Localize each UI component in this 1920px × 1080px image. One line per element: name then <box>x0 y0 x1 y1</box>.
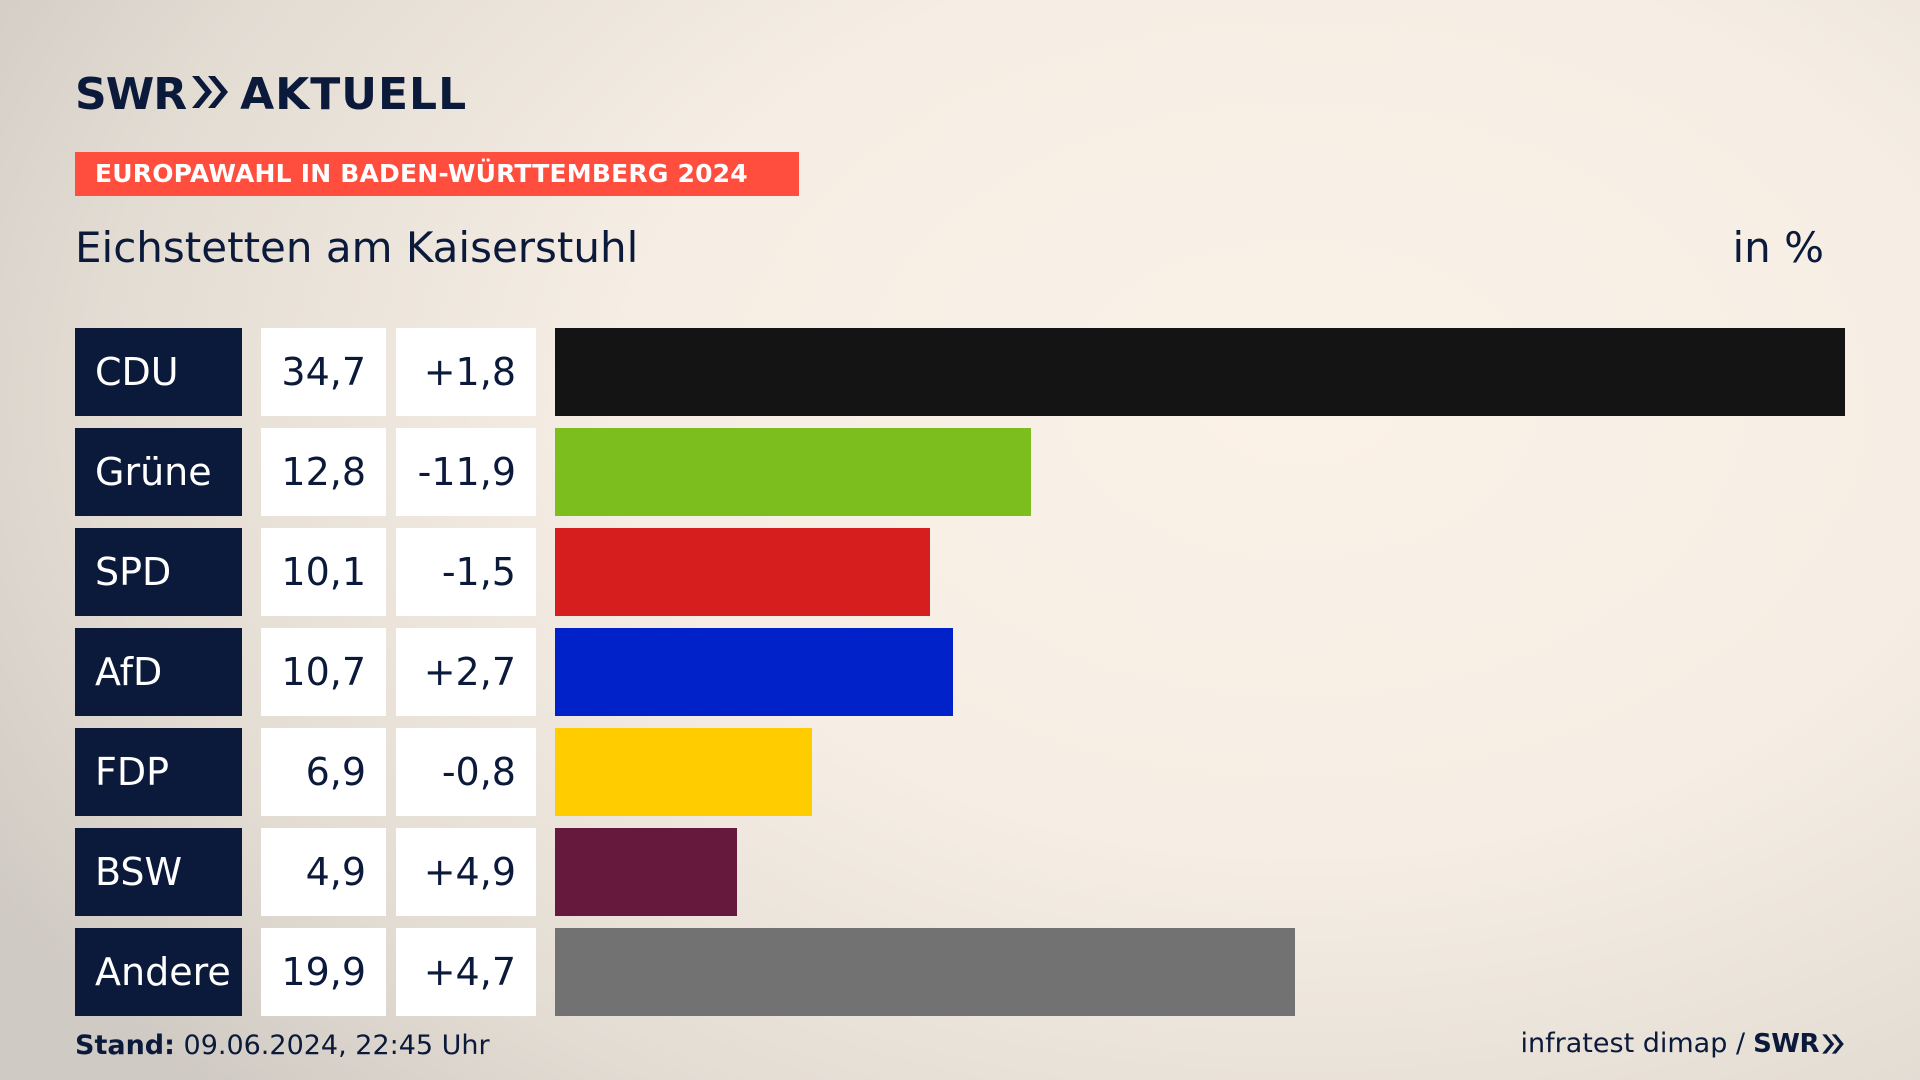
bar-afd <box>555 628 953 716</box>
footer-swr-logo: SWR <box>1753 1028 1819 1059</box>
result-row: Andere 19,9 +4,7 <box>75 928 1845 1016</box>
party-label: BSW <box>75 828 242 916</box>
bar-track <box>555 328 1845 416</box>
bar-cdu <box>555 328 1845 416</box>
party-label: Andere <box>75 928 242 1016</box>
stand-label: Stand: <box>75 1030 175 1061</box>
vote-change-value: -11,9 <box>396 428 536 516</box>
place-title: Eichstetten am Kaiserstuhl <box>75 223 639 272</box>
result-row: BSW 4,9 +4,9 <box>75 828 1845 916</box>
result-row: Grüne 12,8 -11,9 <box>75 428 1845 516</box>
vote-share-value: 10,7 <box>261 628 386 716</box>
bar-track <box>555 528 1845 616</box>
result-row: AfD 10,7 +2,7 <box>75 628 1845 716</box>
party-label: SPD <box>75 528 242 616</box>
unit-label: in % <box>1732 223 1824 272</box>
party-label: FDP <box>75 728 242 816</box>
vote-share-value: 10,1 <box>261 528 386 616</box>
party-label: Grüne <box>75 428 242 516</box>
bar-fdp <box>555 728 812 816</box>
logo-aktuell-text: AKTUELL <box>240 68 468 120</box>
stand-value: 09.06.2024, 22:45 Uhr <box>183 1030 490 1061</box>
vote-change-value: +4,9 <box>396 828 536 916</box>
bar-spd <box>555 528 930 616</box>
vote-share-value: 19,9 <box>261 928 386 1016</box>
vote-change-value: -1,5 <box>396 528 536 616</box>
result-row: CDU 34,7 +1,8 <box>75 328 1845 416</box>
bar-track <box>555 428 1845 516</box>
vote-change-value: +2,7 <box>396 628 536 716</box>
footer-chevron-icon <box>1822 1033 1844 1054</box>
party-label: CDU <box>75 328 242 416</box>
swr-aktuell-logo: SWR AKTUELL <box>75 68 468 120</box>
bar-track <box>555 628 1845 716</box>
logo-swr-text: SWR <box>75 68 187 120</box>
source-credit: infratest dimap / SWR <box>1521 1028 1845 1059</box>
vote-change-value: +4,7 <box>396 928 536 1016</box>
bar-andere <box>555 928 1295 1016</box>
source-text: infratest dimap / <box>1520 1028 1746 1059</box>
result-row: SPD 10,1 -1,5 <box>75 528 1845 616</box>
bar-bsw <box>555 828 737 916</box>
bar-track <box>555 928 1845 1016</box>
vote-share-value: 34,7 <box>261 328 386 416</box>
election-banner: EUROPAWAHL IN BADEN-WÜRTTEMBERG 2024 <box>75 152 799 196</box>
vote-share-value: 12,8 <box>261 428 386 516</box>
results-chart: CDU 34,7 +1,8 Grüne 12,8 -11,9 SPD 10,1 -1,5 AfD 1… <box>75 328 1845 1028</box>
bar-grüne <box>555 428 1031 516</box>
vote-share-value: 4,9 <box>261 828 386 916</box>
bar-track <box>555 728 1845 816</box>
result-row: FDP 6,9 -0,8 <box>75 728 1845 816</box>
vote-change-value: -0,8 <box>396 728 536 816</box>
vote-share-value: 6,9 <box>261 728 386 816</box>
vote-change-value: +1,8 <box>396 328 536 416</box>
party-label: AfD <box>75 628 242 716</box>
bar-track <box>555 828 1845 916</box>
logo-chevron-icon <box>190 74 230 114</box>
timestamp: Stand: 09.06.2024, 22:45 Uhr <box>75 1030 490 1061</box>
